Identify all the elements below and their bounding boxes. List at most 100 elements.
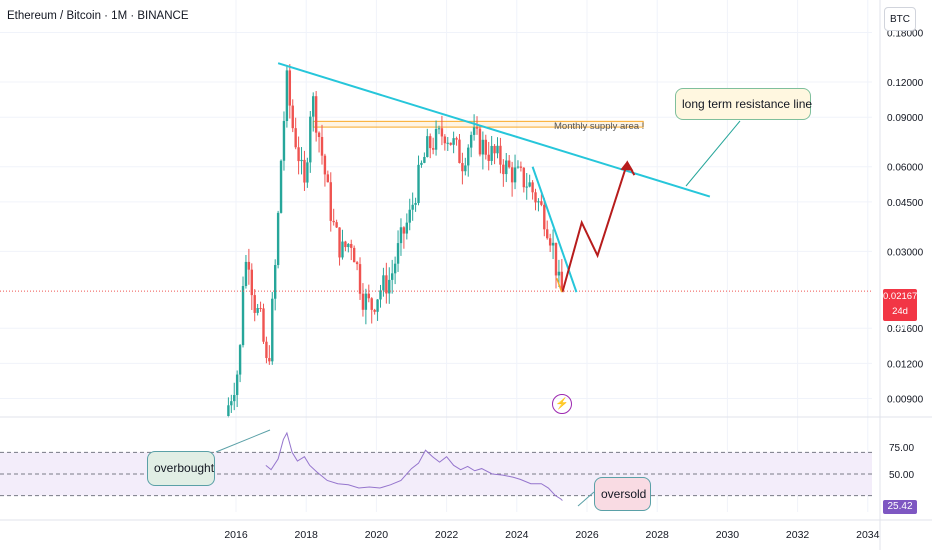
projection-arrowhead	[620, 160, 634, 171]
overbought-callout[interactable]: overbought	[147, 451, 215, 486]
year-tick-label: 2018	[295, 529, 319, 541]
candle-body	[355, 262, 359, 265]
candle-body	[273, 265, 277, 299]
candle-body	[510, 167, 514, 183]
lightning-icon[interactable]: ⚡	[552, 394, 572, 414]
orange-arrow	[556, 277, 563, 293]
candle-body	[320, 136, 324, 156]
candle-body	[455, 138, 458, 140]
candle-body	[390, 273, 394, 280]
year-tick-label: 2034	[856, 529, 880, 541]
price-tick-label: 0.18000	[887, 29, 924, 40]
candle-body	[540, 201, 543, 205]
candle-body	[335, 222, 338, 228]
candle-body	[233, 394, 236, 402]
candle-body	[379, 290, 382, 300]
candle-body	[250, 269, 253, 296]
candle-body	[426, 136, 429, 157]
candle-body	[548, 238, 552, 246]
candle-body	[262, 308, 265, 342]
candle-body	[546, 229, 549, 239]
candle-body	[525, 186, 528, 188]
trend-lines	[0, 62, 872, 507]
candle-body	[405, 222, 409, 234]
candle-body	[323, 155, 327, 175]
candle-body	[429, 136, 432, 149]
candle-body	[443, 136, 447, 144]
candle-body	[265, 341, 268, 359]
price-tick-label: 0.01600	[887, 324, 924, 335]
candle-body	[475, 127, 479, 129]
year-tick-label: 2016	[224, 529, 248, 541]
oversold-callout[interactable]: oversold	[594, 477, 651, 511]
candle-body	[434, 128, 438, 150]
candle-body	[238, 345, 242, 375]
candle-body	[519, 166, 523, 168]
year-tick-label: 2024	[505, 529, 529, 541]
candle-body	[358, 264, 362, 294]
candle-body	[484, 139, 487, 155]
rsi-indicator	[265, 431, 563, 501]
candle-body	[341, 241, 344, 258]
candle-body	[276, 212, 280, 266]
candle-body	[513, 167, 517, 183]
candle-body	[294, 128, 297, 148]
price-tick-label: 0.09000	[887, 113, 924, 124]
rsi-value-tag: 25.42	[883, 500, 917, 514]
candle-body	[352, 247, 356, 263]
candle-body	[502, 164, 505, 175]
overbought-pointer	[215, 429, 271, 453]
price-tick-label: 0.01200	[887, 359, 924, 370]
candle-body	[472, 127, 476, 135]
candle-body	[285, 70, 289, 122]
year-tick-label: 2020	[365, 529, 389, 541]
candle-body	[332, 220, 335, 223]
candle-body	[534, 192, 537, 203]
candle-body	[344, 241, 347, 248]
candle-body	[408, 209, 411, 223]
candle-body	[326, 174, 330, 183]
candle-body	[393, 263, 397, 274]
candle-body	[417, 164, 420, 204]
price-tick-label: 0.06000	[887, 163, 924, 174]
chart-grid	[0, 0, 872, 512]
candle-body	[282, 121, 286, 161]
candle-body	[487, 154, 490, 161]
candle-body	[446, 142, 449, 144]
year-tick-label: 2030	[716, 529, 740, 541]
candle-body	[312, 96, 315, 117]
year-tick-label: 2028	[646, 529, 670, 541]
candle-body	[373, 309, 376, 312]
symbol-title[interactable]: Ethereum / Bitcoin · 1M · BINANCE	[7, 10, 189, 22]
candle-body	[364, 293, 368, 310]
candle-body	[317, 132, 321, 137]
candle-body	[490, 145, 493, 161]
year-tick-label: 2032	[786, 529, 810, 541]
candle-body	[554, 242, 558, 276]
candle-body	[560, 271, 564, 291]
candle-body	[271, 298, 274, 362]
candle-body	[256, 308, 259, 313]
currency-button[interactable]: BTC	[884, 7, 916, 31]
candle-body	[452, 138, 455, 145]
candle-body	[300, 159, 303, 162]
candle-body	[402, 227, 406, 234]
candle-body	[385, 275, 388, 294]
candle-body	[478, 128, 482, 155]
candle-body	[507, 160, 511, 168]
current-price: 0.02167	[883, 291, 918, 302]
candle-body	[461, 163, 464, 172]
candle-body	[268, 358, 271, 362]
rsi-line	[265, 431, 563, 501]
candle-body	[376, 299, 379, 312]
candle-body	[551, 242, 555, 246]
price-tick-label: 0.00900	[887, 395, 924, 406]
candle-body	[314, 96, 318, 133]
candle-body	[431, 148, 435, 150]
candle-body	[382, 275, 385, 291]
candle-body	[306, 162, 309, 183]
resistance-callout[interactable]: long term resistance line	[675, 88, 812, 120]
candle-body	[227, 405, 230, 416]
